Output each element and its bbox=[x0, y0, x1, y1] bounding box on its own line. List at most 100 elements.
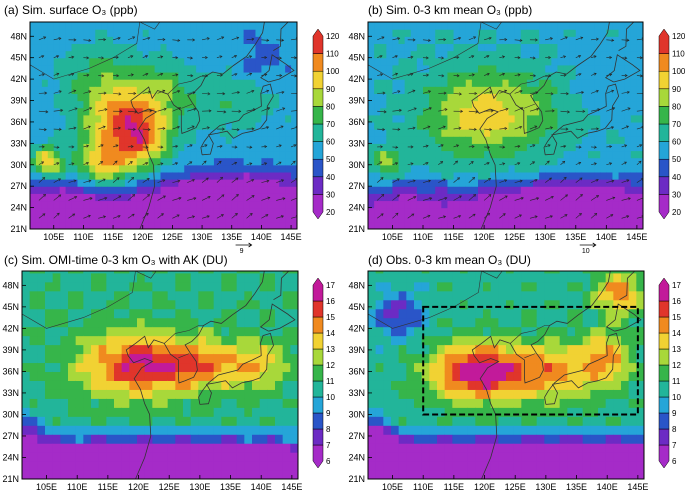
y-tick-label: 39N bbox=[348, 96, 365, 106]
field-cell bbox=[137, 308, 146, 319]
field-cell bbox=[398, 335, 407, 346]
field-cell bbox=[71, 107, 79, 116]
field-cell bbox=[391, 425, 400, 435]
field-cell bbox=[483, 299, 492, 310]
field-cell bbox=[423, 171, 430, 180]
field-cell bbox=[255, 86, 262, 94]
wind-vector bbox=[157, 128, 165, 130]
field-cell bbox=[154, 86, 162, 94]
field-cell bbox=[75, 416, 84, 426]
wind-vector-head bbox=[625, 125, 629, 129]
field-cell bbox=[119, 121, 126, 130]
wind-vector bbox=[529, 161, 535, 166]
field-cell bbox=[423, 64, 430, 73]
wind-vector-head bbox=[88, 179, 92, 183]
field-cell bbox=[160, 299, 169, 310]
field-cell bbox=[471, 100, 479, 109]
wind-vector bbox=[38, 161, 44, 166]
field-cell bbox=[22, 470, 31, 479]
field-cell bbox=[447, 150, 455, 159]
wind-vector-head bbox=[472, 213, 476, 217]
field-cell bbox=[498, 470, 507, 479]
field-cell bbox=[221, 335, 230, 346]
field-cell bbox=[190, 443, 199, 453]
field-cell bbox=[37, 344, 46, 355]
field-cell bbox=[539, 50, 546, 59]
field-cell bbox=[71, 143, 79, 152]
field-cell bbox=[190, 29, 197, 37]
field-cell bbox=[219, 22, 227, 30]
field-cell bbox=[71, 171, 79, 180]
wind-vector-head bbox=[395, 72, 399, 76]
wind-vector-head bbox=[282, 197, 286, 201]
field-cell bbox=[208, 221, 215, 229]
field-cell bbox=[237, 57, 245, 66]
wind-vector-head bbox=[132, 127, 136, 131]
field-cell bbox=[154, 150, 162, 159]
field-cell bbox=[47, 71, 55, 80]
field-cell bbox=[35, 121, 43, 130]
colorbar-tick-label: 7 bbox=[326, 441, 331, 450]
field-cell bbox=[148, 71, 156, 80]
wind-vector-head bbox=[548, 56, 552, 60]
field-cell bbox=[459, 171, 467, 180]
field-cell bbox=[206, 416, 215, 426]
field-cell bbox=[453, 150, 461, 159]
wind-vector-head bbox=[131, 176, 135, 180]
y-tick-label: 42N bbox=[2, 323, 19, 333]
field-cell bbox=[259, 272, 268, 283]
field-cell bbox=[490, 461, 499, 471]
field-cell bbox=[471, 143, 479, 152]
field-cell bbox=[533, 64, 540, 73]
field-cell bbox=[290, 443, 298, 453]
field-cell bbox=[452, 470, 461, 479]
field-cell bbox=[551, 179, 559, 187]
field-cell bbox=[368, 452, 377, 462]
field-cell bbox=[190, 136, 197, 144]
field-cell bbox=[172, 86, 179, 94]
wind-vector-head bbox=[535, 91, 539, 95]
field-cell bbox=[398, 380, 407, 390]
field-cell bbox=[416, 100, 424, 109]
wind-vector-head bbox=[504, 195, 508, 199]
field-cell bbox=[291, 150, 297, 159]
field-cell bbox=[124, 214, 132, 223]
field-cell bbox=[459, 193, 467, 202]
field-cell bbox=[75, 290, 84, 301]
field-cell bbox=[484, 121, 491, 130]
wind-vector-head bbox=[581, 90, 585, 94]
field-cell bbox=[471, 200, 479, 209]
wind-vector-head bbox=[129, 161, 133, 164]
field-cell bbox=[569, 121, 577, 130]
field-cell bbox=[113, 86, 120, 94]
field-cell bbox=[291, 193, 297, 202]
field-cell bbox=[144, 380, 153, 390]
field-cell bbox=[612, 79, 620, 87]
field-cell bbox=[375, 362, 384, 373]
field-cell bbox=[196, 29, 203, 37]
wind-vector-head bbox=[519, 179, 523, 183]
field-cell bbox=[221, 416, 230, 426]
field-cell bbox=[75, 407, 84, 417]
field-cell bbox=[152, 434, 161, 444]
field-cell bbox=[29, 344, 38, 355]
wind-vector bbox=[545, 93, 554, 95]
field-cell bbox=[107, 50, 114, 59]
field-cell bbox=[129, 452, 138, 462]
field-cell bbox=[130, 114, 138, 123]
field-cell bbox=[459, 64, 467, 73]
wind-vector-head bbox=[428, 107, 432, 110]
field-cell bbox=[183, 398, 192, 408]
field-cell bbox=[113, 171, 120, 180]
field-cell bbox=[190, 335, 199, 346]
wind-vector-head bbox=[71, 145, 75, 149]
colorbar-tick-label: 80 bbox=[672, 102, 681, 111]
field-cell bbox=[60, 353, 69, 364]
field-cell bbox=[529, 443, 538, 453]
field-cell bbox=[429, 179, 436, 187]
field-cell bbox=[380, 129, 387, 137]
wind-vector bbox=[606, 180, 614, 183]
field-cell bbox=[569, 214, 577, 223]
y-tick-label: 30N bbox=[10, 160, 27, 170]
field-cell bbox=[471, 22, 479, 30]
